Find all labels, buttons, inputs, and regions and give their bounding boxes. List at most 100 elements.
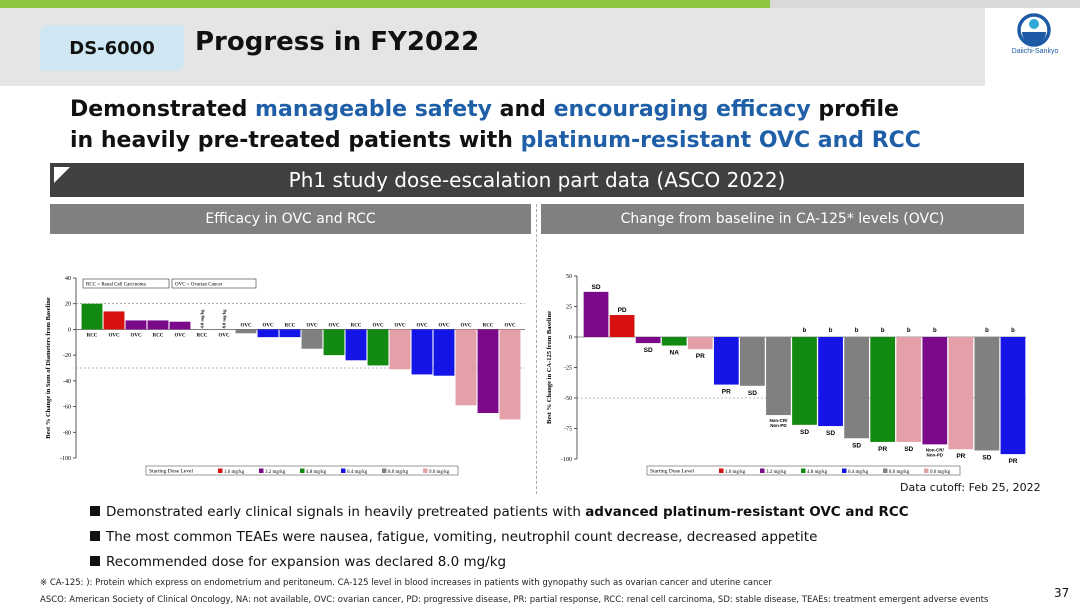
headline-1-segment-0: Demonstrated [70,97,256,122]
y-tick-label: -25 [564,366,572,372]
bar-label: RCC [197,333,208,338]
bar-label: OVC [328,323,340,328]
bar-label: PR [956,453,965,460]
y-tick-label: 0 [68,327,71,333]
bar-label: OVC [262,323,274,328]
bullet-item: The most common TEAEs were nausea, fatig… [90,525,909,550]
page-title: Progress in FY2022 [195,27,480,57]
bar [609,315,635,337]
bar [257,329,279,338]
y-axis-label: Best % Change in CA-125 from Baseline [546,311,553,424]
legend-label: 4.8 mg/kg [306,470,327,475]
bar-label: Non-PD [927,452,944,457]
bar [499,329,521,420]
bar-label: OVC [372,323,384,328]
logo-text: Daiichi-Sankyo [1011,48,1059,55]
headline-2-segment-1: platinum-resistant OVC and RCC [520,128,921,153]
bar-label: PR [696,353,705,360]
y-tick-label: -100 [561,457,572,463]
bar-label: RCC [153,333,164,338]
bar [792,337,817,425]
y-tick-label: -60 [63,405,71,411]
y-tick-label: -40 [63,379,71,385]
footnote-marker: b [855,328,859,334]
bar [713,337,739,385]
bar-label: Non-CR/ [926,447,945,452]
legend-title: Starting Dose Level [650,469,694,475]
bar-note: 8.0 mg/kg [222,309,227,329]
bullet-1-segment-0: The most common TEAEs were nausea, fatig… [106,529,818,545]
abbreviation-box [171,278,257,289]
legend-title: Starting Dose Level [149,469,193,475]
section-banner: Ph1 study dose-escalation part data (ASC… [50,163,1024,197]
y-tick-label: 40 [65,276,71,282]
bar-label: SD [826,430,835,437]
bar [974,337,1000,451]
square-bullet-icon [90,531,100,541]
bar-label: OVC [504,323,516,328]
y-tick-label: 0 [569,335,572,341]
data-cutoff: Data cutoff: Feb 25, 2022 [900,481,1041,494]
bar [345,329,367,361]
legend-swatch [924,468,929,473]
bullet-0-segment-1: advanced platinum-resistant OVC and RCC [585,504,909,520]
y-tick-label: 50 [566,274,572,280]
y-tick-label: 20 [65,302,71,308]
footnote-marker: b [933,328,937,334]
y-tick-label: -50 [564,396,572,402]
y-tick-label: -80 [63,430,71,436]
abbreviation-text: OVC = Ovarian Cancer [175,283,223,288]
bar-label: SD [904,446,913,453]
bar-label: Non-PD [770,423,787,428]
headline-1-segment-4: profile [810,97,899,122]
abbreviation-text: RCC = Renal Cell Carcinoma [86,283,147,288]
banner-flag-icon [54,167,70,183]
bar [389,329,411,370]
compound-tag: DS-6000 [40,25,184,71]
bar [844,337,869,439]
legend-swatch [760,468,765,473]
y-tick-label: 25 [566,305,572,311]
headline-line-2: in heavily pre-treated patients with pla… [70,125,921,156]
y-tick-label: -100 [60,456,71,462]
panel-divider [536,204,537,494]
legend-label: 8.0 mg/kg [889,470,910,475]
bar-label: OVC [240,323,252,328]
bar-label: SD [592,284,601,291]
bar-label: SD [748,390,757,397]
headline-line-1: Demonstrated manageable safety and encou… [70,94,921,125]
footnote-abbreviations: ASCO: American Society of Clinical Oncol… [40,595,989,605]
top-gray-bar [770,0,1080,8]
bar-label: SD [800,429,809,436]
bar-label: PR [722,389,731,396]
legend-swatch [341,468,346,473]
legend-label: 6.4 mg/kg [347,470,368,475]
bar-label: OVC [218,333,230,338]
left-panel-title: Efficacy in OVC and RCC [50,204,531,234]
legend-swatch [300,468,305,473]
daiichi-sankyo-logo-icon [1017,13,1051,47]
bullet-list: Demonstrated early clinical signals in h… [90,500,909,575]
legend-swatch [423,468,428,473]
bar-label: OVC [438,323,450,328]
right-panel-title: Change from baseline in CA-125* levels (… [541,204,1024,234]
bar-label: RCC [351,323,362,328]
bar [323,329,345,356]
bar [169,321,191,330]
legend-label: 6.4 mg/kg [848,470,869,475]
waterfall-chart-ca125: Best % Change in CA-125 from Baseline 50 2… [546,274,1026,476]
bar-label: PD [618,307,627,314]
footnote-marker: b [1011,328,1015,334]
bar [103,311,125,330]
bar-label: OVC [306,323,318,328]
footnote-marker: b [881,328,885,334]
bar-label: OVC [394,323,406,328]
bar-label: NA [670,350,680,357]
bar [1000,337,1026,455]
legend-swatch [218,468,223,473]
bar-label: OVC [174,333,186,338]
bar [583,291,609,337]
y-tick-label: -20 [63,353,71,359]
headline-1-segment-1: manageable safety [255,97,492,122]
waterfall-chart-tumor-size: Best % Change in Sum of Diameters from B… [45,276,525,476]
